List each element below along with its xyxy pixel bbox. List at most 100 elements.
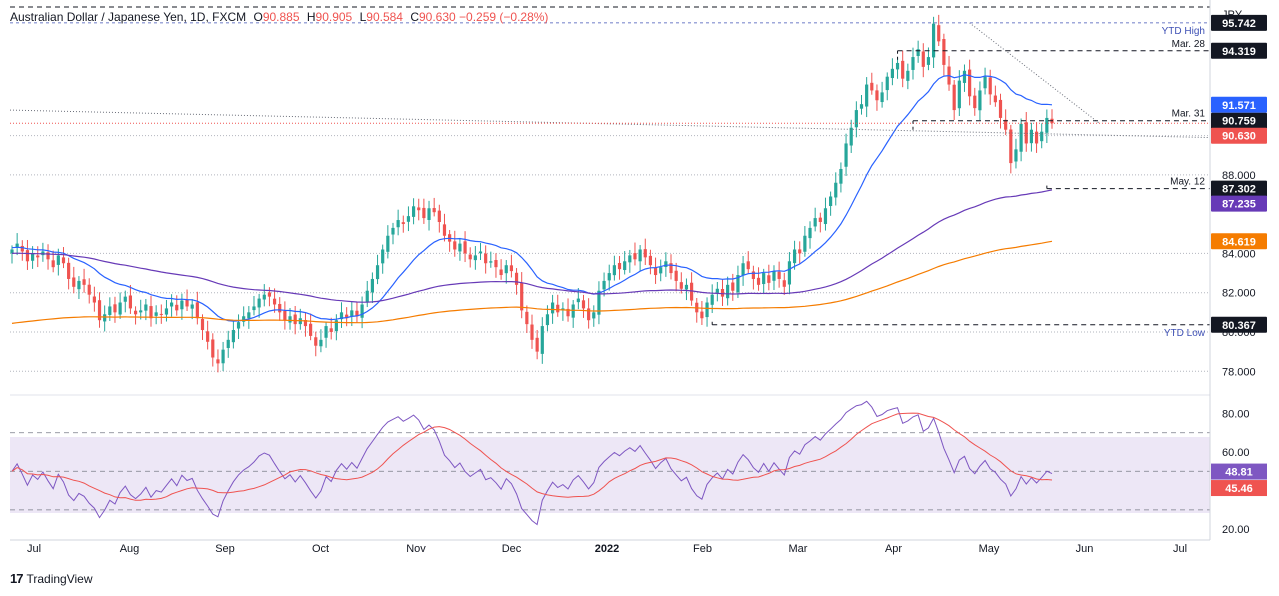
level-annotation: YTD High xyxy=(1162,26,1205,37)
candle-body xyxy=(267,292,272,297)
candle-body xyxy=(921,51,925,67)
price-label-box xyxy=(1211,14,1267,31)
candle-body xyxy=(530,324,534,340)
price-axis[interactable]: 78.00080.00082.00084.00088.00090.00095.7… xyxy=(1209,0,1267,540)
candle-body xyxy=(133,310,138,315)
candle-body xyxy=(108,306,112,315)
candle-body xyxy=(854,110,858,128)
candle-body xyxy=(669,263,673,274)
candle-body xyxy=(97,300,102,321)
time-axis[interactable]: Jul Aug Sep Oct Nov Dec 2022 Feb Mar Apr May Jun Jul xyxy=(10,539,1210,555)
candle-body xyxy=(432,208,436,213)
candle-body xyxy=(988,77,992,95)
chart-header: Australian Dollar / Japanese Yen, 1D, FX… xyxy=(10,10,548,24)
candle-body xyxy=(607,273,611,281)
candle-body xyxy=(952,84,956,111)
candle-body xyxy=(736,275,740,293)
price-label-box xyxy=(1211,180,1267,197)
candle-body xyxy=(859,104,864,109)
tradingview-mark-icon: 17 xyxy=(10,571,24,586)
candle-body xyxy=(597,290,601,315)
candle-body xyxy=(87,284,91,295)
candle-body xyxy=(350,310,354,317)
candle-body xyxy=(628,255,632,263)
candle-body xyxy=(875,90,879,101)
candle-body xyxy=(1024,122,1028,144)
candle-body xyxy=(931,23,936,58)
level-annotation: YTD Low xyxy=(1164,328,1206,339)
candle-body xyxy=(272,298,277,305)
open-value: 90.885 xyxy=(262,10,300,24)
candle-body xyxy=(509,265,514,272)
candle-body xyxy=(623,261,627,271)
candle-body xyxy=(36,255,40,258)
price-label-box xyxy=(1211,42,1267,59)
candle-body xyxy=(381,249,385,264)
ema-line-200 xyxy=(11,240,1053,324)
high-label: H xyxy=(306,10,316,24)
candle-body xyxy=(906,70,910,81)
candle-body xyxy=(128,295,133,309)
rsi-ma-line xyxy=(11,412,1053,501)
candle-body xyxy=(51,260,55,268)
candle-body xyxy=(67,262,71,279)
candle-body xyxy=(236,322,241,329)
candle-body xyxy=(916,49,920,56)
candle-body xyxy=(803,235,807,252)
candle-body xyxy=(360,304,364,318)
candle-body xyxy=(494,260,498,268)
open-label: O xyxy=(253,10,263,24)
price-label-box xyxy=(1211,233,1267,250)
candle-body xyxy=(751,271,755,279)
candle-body xyxy=(442,224,447,236)
price-label-red: 90.630 xyxy=(1222,131,1256,143)
candle-body xyxy=(324,326,328,338)
time-tick-label: Mar xyxy=(789,543,808,555)
time-tick-label: Jul xyxy=(1173,543,1187,555)
candle-body xyxy=(741,263,745,276)
candle-body xyxy=(592,312,596,319)
candle-body xyxy=(545,314,550,326)
candle-body xyxy=(834,182,838,198)
price-label-blue: 91.571 xyxy=(1222,100,1256,112)
candle-body xyxy=(556,304,560,313)
candle-body xyxy=(365,290,369,303)
candle-body xyxy=(829,196,833,207)
candle-body xyxy=(262,294,266,300)
high-value: 90.905 xyxy=(315,10,353,24)
rsi-pane[interactable] xyxy=(10,400,1210,526)
ema-line-100 xyxy=(11,189,1053,303)
candle-body xyxy=(823,208,828,225)
candle-body xyxy=(705,302,709,318)
price-label-dark: 80.367 xyxy=(1222,320,1256,332)
candle-body xyxy=(664,261,668,268)
candle-body xyxy=(700,311,704,319)
time-tick-label: May xyxy=(979,543,1000,555)
candle-body xyxy=(216,359,220,364)
candle-body xyxy=(798,249,802,254)
candle-body xyxy=(56,255,60,265)
candle-body xyxy=(587,308,591,321)
candle-body xyxy=(149,306,153,319)
candle-body xyxy=(339,312,344,320)
candle-body xyxy=(293,314,297,325)
candle-body xyxy=(792,249,797,264)
time-tick-label: Jul xyxy=(27,543,41,555)
tradingview-logo[interactable]: 17 TradingView xyxy=(10,571,93,586)
candle-body xyxy=(653,267,658,276)
candle-body xyxy=(983,76,987,89)
candle-body xyxy=(484,253,488,264)
candle-body xyxy=(865,84,869,107)
rsi-band xyxy=(10,437,1210,513)
candle-body xyxy=(514,272,519,285)
low-value: 90.584 xyxy=(366,10,403,24)
candle-body xyxy=(818,217,822,223)
candle-body xyxy=(437,210,441,223)
candle-body xyxy=(355,310,359,317)
price-label-orange: 84.619 xyxy=(1222,236,1256,248)
candle-body xyxy=(329,328,333,332)
level-annotation: Mar. 28 xyxy=(1172,39,1206,50)
time-tick-label: Jun xyxy=(1076,543,1094,555)
candle-body xyxy=(535,337,539,352)
